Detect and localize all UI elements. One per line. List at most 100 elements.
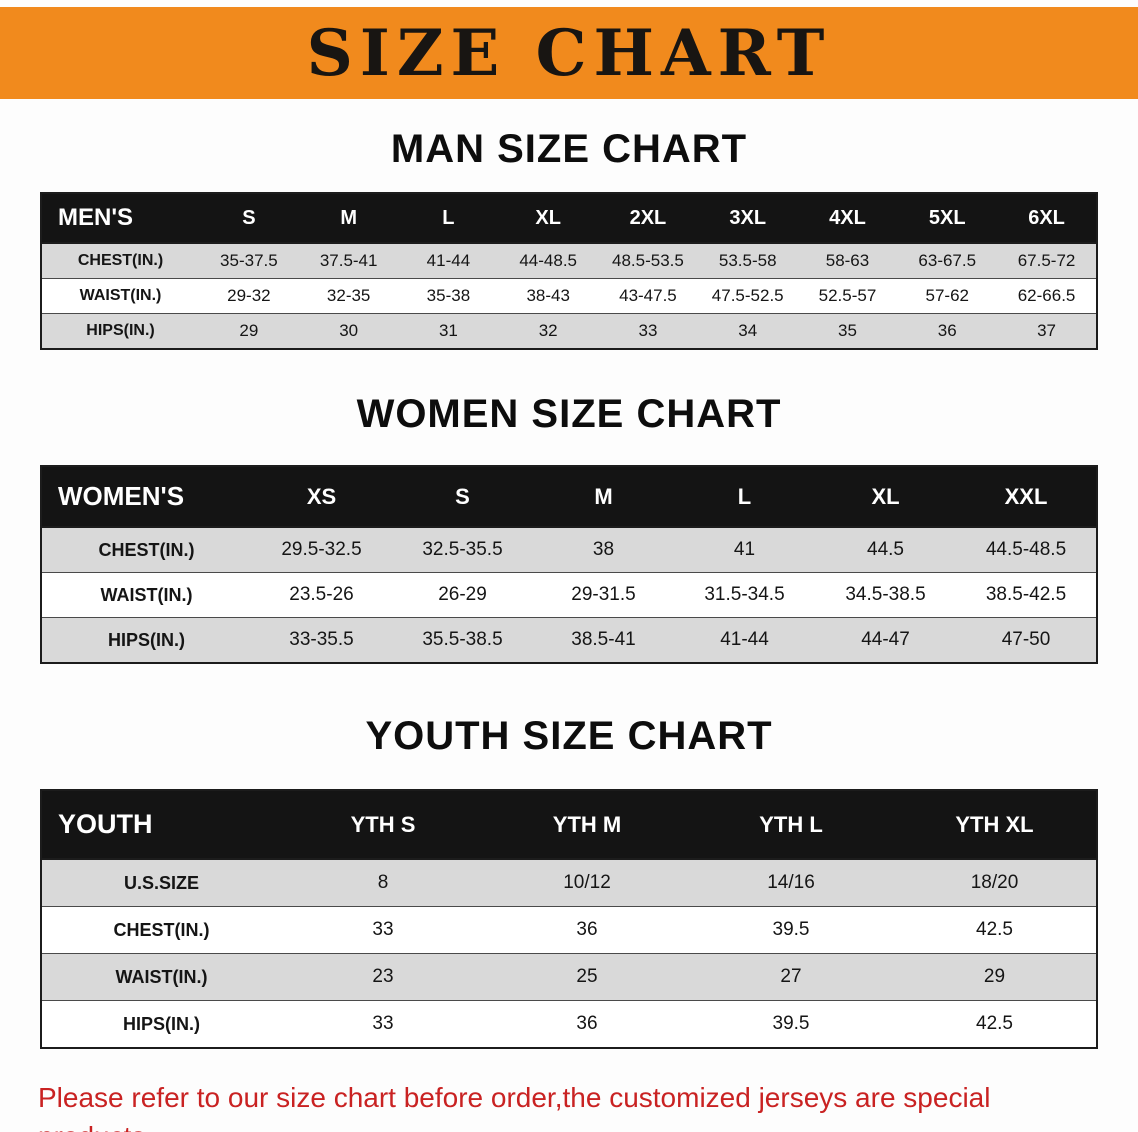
table-cell: 38 [533, 526, 674, 573]
row-label: HIPS(IN.) [41, 617, 251, 663]
size-column-header: L [674, 466, 815, 528]
disclaimer-line-1: Please refer to our size chart before or… [38, 1082, 991, 1132]
table-cell: 35 [797, 313, 898, 349]
table-cell: 33 [281, 906, 485, 954]
row-label: U.S.SIZE [41, 858, 281, 907]
table-cell: 26-29 [392, 572, 533, 618]
table-cell: 34 [697, 313, 798, 349]
table-cell: 63-67.5 [897, 242, 998, 279]
table-row: WAIST(IN.) 23 25 27 29 [41, 953, 1097, 1001]
table-cell: 58-63 [797, 242, 898, 279]
table-cell: 44.5-48.5 [956, 526, 1097, 573]
row-label: CHEST(IN.) [41, 242, 199, 279]
men-size-table: MEN'S S M L XL 2XL 3XL 4XL 5XL 6XL CHEST(IN.) 35-37… [40, 192, 1098, 350]
size-column-header: L [398, 193, 499, 244]
size-column-header: M [298, 193, 399, 244]
table-cell: 29-31.5 [533, 572, 674, 618]
table-cell: 39.5 [689, 1000, 893, 1048]
table-header-row: WOMEN'S XS S M L XL XXL [41, 466, 1097, 528]
size-column-header: 3XL [697, 193, 798, 244]
size-column-header: S [392, 466, 533, 528]
youth-size-chart-section: YOUTH SIZE CHART YOUTH YTH S YTH M YTH L YTH… [0, 714, 1138, 1049]
table-row: CHEST(IN.) 29.5-32.5 32.5-35.5 38 41 44.5 44.5… [41, 526, 1097, 573]
table-cell: 36 [485, 1000, 689, 1048]
table-cell: 41-44 [674, 617, 815, 663]
table-cell: 35-38 [398, 278, 499, 314]
table-cell: 25 [485, 953, 689, 1001]
youth-size-table: YOUTH YTH S YTH M YTH L YTH XL U.S.SIZE 8 10/12… [40, 789, 1098, 1049]
table-cell: 42.5 [893, 1000, 1097, 1048]
table-cell: 44-47 [815, 617, 956, 663]
table-cell: 8 [281, 858, 485, 907]
table-cell: 14/16 [689, 858, 893, 907]
size-column-header: XXL [956, 466, 1097, 528]
table-cell: 47-50 [956, 617, 1097, 663]
row-label: WAIST(IN.) [41, 953, 281, 1001]
table-cell: 38.5-41 [533, 617, 674, 663]
size-column-header: XS [251, 466, 392, 528]
table-cell: 53.5-58 [697, 242, 798, 279]
table-cell: 43-47.5 [598, 278, 698, 314]
table-cell: 27 [689, 953, 893, 1001]
table-cell: 67.5-72 [997, 242, 1097, 279]
table-row: HIPS(IN.) 33-35.5 35.5-38.5 38.5-41 41-44 44-… [41, 617, 1097, 663]
row-label: CHEST(IN.) [41, 526, 251, 573]
row-label: CHEST(IN.) [41, 906, 281, 954]
row-label: HIPS(IN.) [41, 1000, 281, 1048]
table-cell: 33 [281, 1000, 485, 1048]
table-header-row: MEN'S S M L XL 2XL 3XL 4XL 5XL 6XL [41, 193, 1097, 244]
table-cell: 33 [598, 313, 698, 349]
table-cell: 62-66.5 [997, 278, 1097, 314]
table-cell: 29-32 [199, 278, 299, 314]
table-cell: 34.5-38.5 [815, 572, 956, 618]
row-label: WAIST(IN.) [41, 278, 199, 314]
size-column-header: XL [815, 466, 956, 528]
section-title: YOUTH SIZE CHART [365, 714, 773, 758]
women-size-chart-section: WOMEN SIZE CHART WOMEN'S XS S M L XL XXL CHEST(… [0, 392, 1138, 664]
men-size-chart-section: MAN SIZE CHART MEN'S S M L XL 2XL 3XL 4XL 5XL 6XL… [0, 127, 1138, 350]
size-column-header: 6XL [997, 193, 1097, 244]
table-corner-label: MEN'S [41, 193, 199, 244]
table-cell: 32 [498, 313, 599, 349]
row-label: WAIST(IN.) [41, 572, 251, 618]
size-column-header: YTH L [689, 790, 893, 860]
table-cell: 41 [674, 526, 815, 573]
table-cell: 37.5-41 [298, 242, 399, 279]
table-cell: 47.5-52.5 [697, 278, 798, 314]
table-cell: 37 [997, 313, 1097, 349]
size-column-header: YTH S [281, 790, 485, 860]
table-cell: 39.5 [689, 906, 893, 954]
table-row: HIPS(IN.) 33 36 39.5 42.5 [41, 1000, 1097, 1048]
table-row: HIPS(IN.) 29 30 31 32 33 34 35 36 37 [41, 313, 1097, 349]
size-column-header: XL [498, 193, 599, 244]
table-cell: 29 [199, 313, 299, 349]
table-cell: 44.5 [815, 526, 956, 573]
section-title: MAN SIZE CHART [390, 127, 748, 171]
table-corner-label: WOMEN'S [41, 466, 251, 528]
size-column-header: YTH XL [893, 790, 1097, 860]
page-title: SIZE CHART [306, 15, 832, 91]
table-cell: 36 [485, 906, 689, 954]
table-header-row: YOUTH YTH S YTH M YTH L YTH XL [41, 790, 1097, 860]
women-size-table: WOMEN'S XS S M L XL XXL CHEST(IN.) 29.5-32.5 32.5… [40, 465, 1098, 664]
table-row: WAIST(IN.) 23.5-26 26-29 29-31.5 31.5-34.5 34… [41, 572, 1097, 618]
table-cell: 29 [893, 953, 1097, 1001]
size-column-header: S [199, 193, 299, 244]
table-cell: 48.5-53.5 [598, 242, 698, 279]
table-cell: 42.5 [893, 906, 1097, 954]
table-cell: 36 [897, 313, 998, 349]
table-row: CHEST(IN.) 33 36 39.5 42.5 [41, 906, 1097, 954]
size-column-header: YTH M [485, 790, 689, 860]
table-cell: 31 [398, 313, 499, 349]
table-row: WAIST(IN.) 29-32 32-35 35-38 38-43 43-47.5 47.… [41, 278, 1097, 314]
table-cell: 52.5-57 [797, 278, 898, 314]
table-corner-label: YOUTH [41, 790, 281, 860]
size-column-header: 2XL [598, 193, 698, 244]
table-cell: 23 [281, 953, 485, 1001]
table-cell: 35.5-38.5 [392, 617, 533, 663]
size-column-header: 5XL [897, 193, 998, 244]
table-cell: 30 [298, 313, 399, 349]
table-cell: 44-48.5 [498, 242, 599, 279]
table-cell: 10/12 [485, 858, 689, 907]
